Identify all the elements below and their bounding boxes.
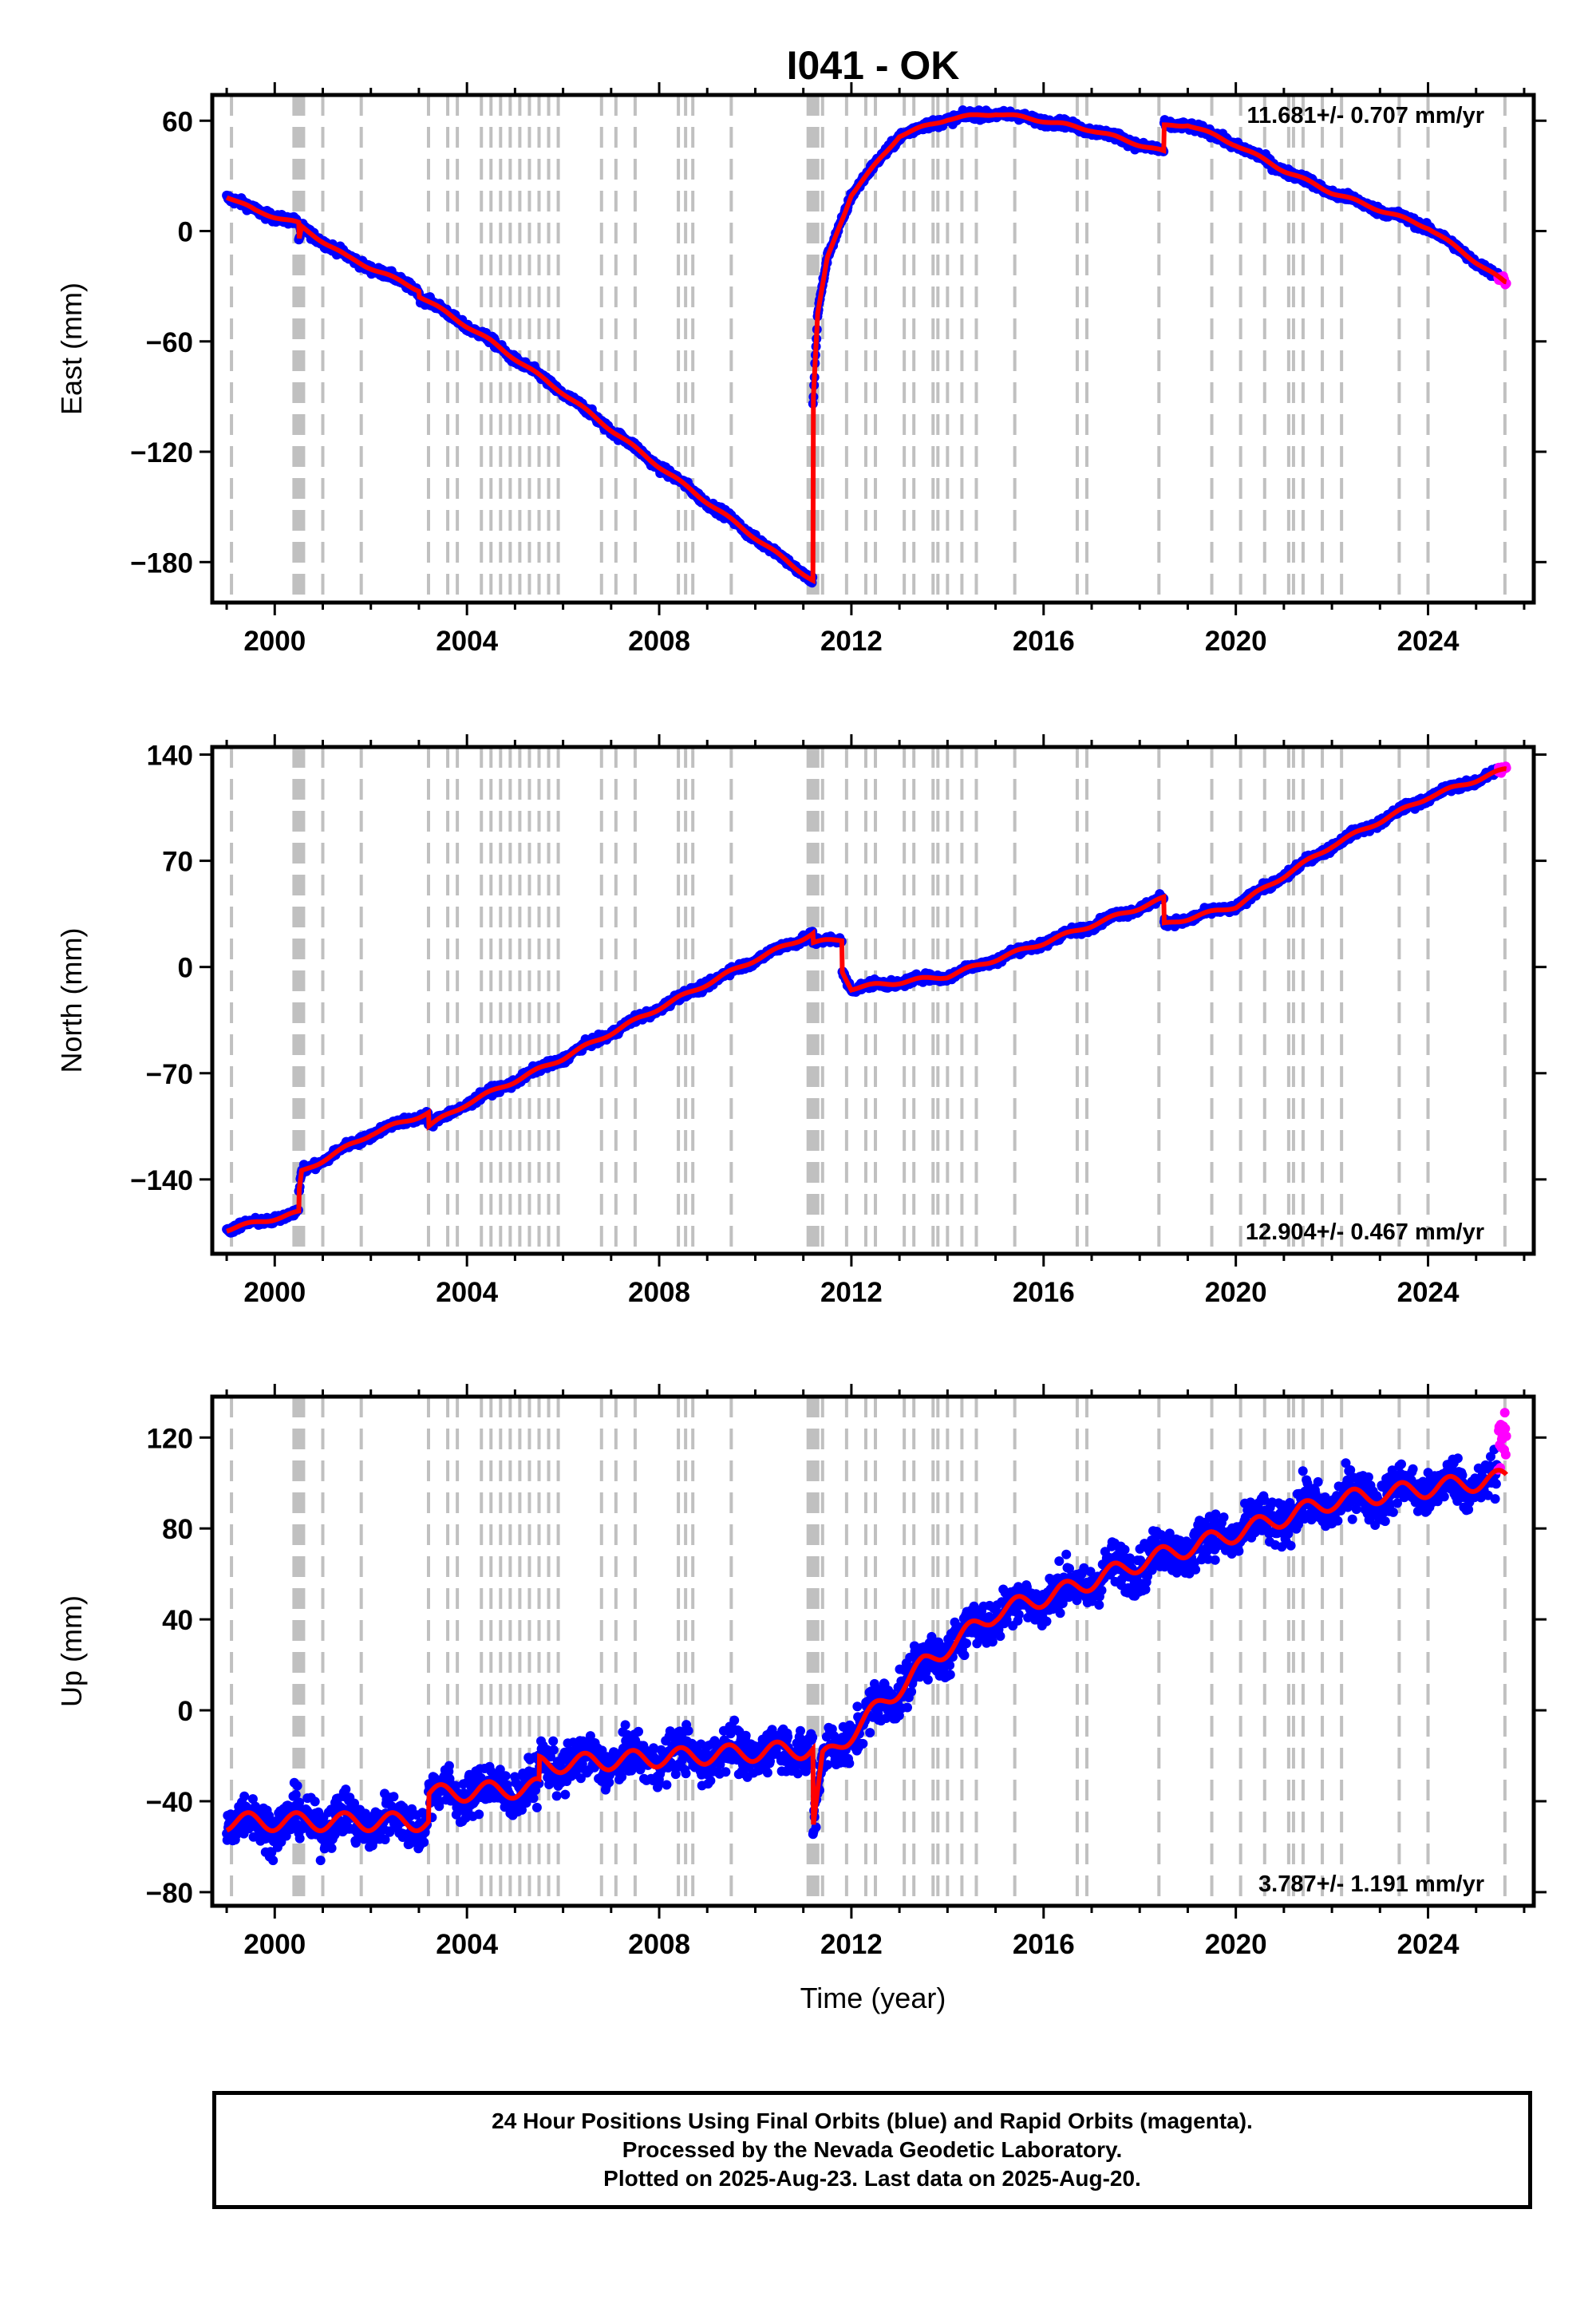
chart-title: I041 - OK [787, 43, 960, 88]
y-tick-label: 0 [178, 217, 193, 248]
y-axis-label: East (mm) [55, 283, 88, 415]
plot-area [222, 747, 1511, 1254]
x-tick-label: 2024 [1397, 626, 1460, 657]
x-tick-label: 2008 [628, 626, 690, 657]
plot-area [222, 95, 1511, 603]
y-tick-label: −120 [130, 437, 193, 468]
x-tick-label: 2012 [820, 626, 883, 657]
velocity-label: 11.681+/- 0.707 mm/yr [1247, 103, 1484, 128]
east-panel: 60 0 −60 −120 −180 2000 2004 2008 2012 2016 2020 20… [55, 82, 1547, 657]
y-tick-label: −60 [146, 327, 193, 358]
x-tick-label: 2016 [1013, 626, 1075, 657]
x-tick-label: 2004 [436, 626, 498, 657]
plot-frame [210, 93, 1536, 605]
model-line [225, 112, 1507, 585]
y-tick-label: −180 [130, 547, 193, 579]
x-tick-label: 2020 [1205, 626, 1267, 657]
x-tick-label: 2000 [243, 626, 306, 657]
y-tick-label: 60 [162, 106, 193, 137]
